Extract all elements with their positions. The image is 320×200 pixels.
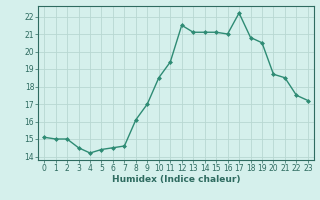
X-axis label: Humidex (Indice chaleur): Humidex (Indice chaleur)	[112, 175, 240, 184]
